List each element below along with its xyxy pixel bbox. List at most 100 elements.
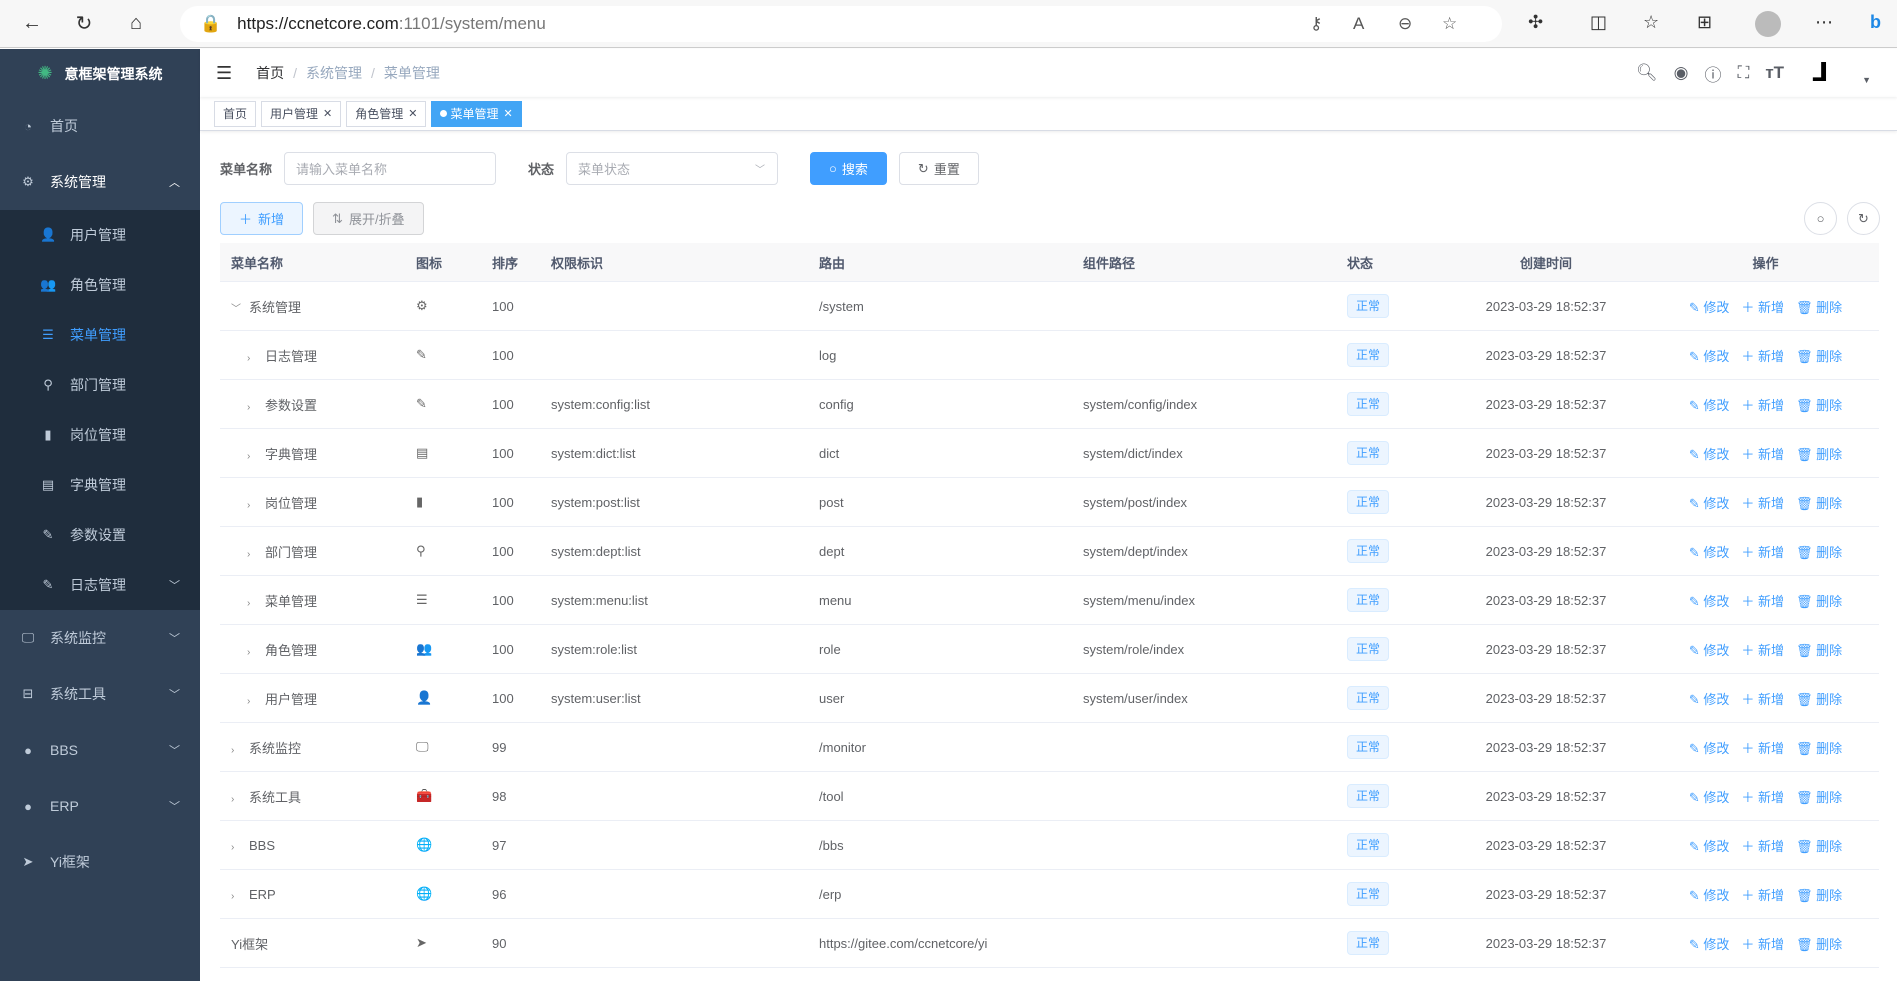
edit-button[interactable]: ✎ 修改 [1689, 888, 1730, 903]
sidebar-item-system[interactable]: ⚙ 系统管理 ︿ [0, 154, 200, 210]
add-child-button[interactable]: ＋ 新增 [1741, 447, 1784, 462]
tag-menu[interactable]: 菜单管理 ✕ [431, 100, 522, 127]
delete-button[interactable]: 🗑︎ 删除 [1796, 300, 1842, 315]
chevron-right-icon[interactable]: › [231, 890, 235, 902]
delete-button[interactable]: 🗑︎ 删除 [1796, 594, 1842, 609]
add-button[interactable]: ＋ 新增 [220, 202, 304, 235]
close-icon[interactable]: ✕ [408, 108, 418, 120]
close-icon[interactable]: ✕ [323, 108, 333, 120]
add-child-button[interactable]: ＋ 新增 [1741, 790, 1784, 805]
add-child-button[interactable]: ＋ 新增 [1741, 741, 1784, 756]
sidebar-logo[interactable]: ✺ 意框架管理系统 [0, 49, 200, 98]
edit-button[interactable]: ✎ 修改 [1689, 692, 1730, 707]
delete-button[interactable]: 🗑︎ 删除 [1796, 447, 1842, 462]
sidebar-item-config[interactable]: ✎ 参数设置 [0, 510, 200, 560]
edit-button[interactable]: ✎ 修改 [1689, 300, 1730, 315]
avatar[interactable]: ᒧ [1812, 57, 1829, 87]
search-icon[interactable]: 🔍︎ [1636, 63, 1658, 82]
edit-button[interactable]: ✎ 修改 [1689, 545, 1730, 560]
reset-button[interactable]: ↻ 重置 [898, 152, 979, 185]
edit-button[interactable]: ✎ 修改 [1689, 594, 1730, 609]
add-child-button[interactable]: ＋ 新增 [1741, 594, 1784, 609]
split-screen-icon[interactable]: ◫ [1590, 12, 1608, 32]
chevron-right-icon[interactable]: › [231, 744, 235, 756]
chevron-right-icon[interactable]: › [247, 597, 251, 609]
close-icon[interactable]: ✕ [503, 108, 513, 120]
chevron-right-icon[interactable]: › [231, 841, 235, 853]
tag-user[interactable]: 用户管理 ✕ [261, 100, 342, 127]
github-icon[interactable]: ◉ [1673, 63, 1689, 82]
favorites-icon[interactable]: ☆ [1643, 12, 1660, 32]
sidebar-item-erp[interactable]: ● ERP ﹀ [0, 778, 200, 834]
chevron-right-icon[interactable]: › [247, 499, 251, 511]
edit-button[interactable]: ✎ 修改 [1689, 349, 1730, 364]
add-child-button[interactable]: ＋ 新增 [1741, 398, 1784, 413]
sidebar-item-menu[interactable]: ☰ 菜单管理 [0, 310, 200, 360]
add-child-button[interactable]: ＋ 新增 [1741, 692, 1784, 707]
edit-button[interactable]: ✎ 修改 [1689, 643, 1730, 658]
add-child-button[interactable]: ＋ 新增 [1741, 349, 1784, 364]
delete-button[interactable]: 🗑︎ 删除 [1796, 643, 1842, 658]
edit-button[interactable]: ✎ 修改 [1689, 741, 1730, 756]
delete-button[interactable]: 🗑︎ 删除 [1796, 398, 1842, 413]
font-size-icon[interactable]: тT [1765, 63, 1785, 82]
chevron-right-icon[interactable]: › [247, 401, 251, 413]
hamburger-icon[interactable]: ☰ [216, 62, 233, 83]
refresh-table-button[interactable]: ↻ [1847, 202, 1880, 235]
sidebar-item-role[interactable]: 👥 角色管理 [0, 260, 200, 310]
sidebar-item-yi[interactable]: ➤ Yi框架 [0, 834, 200, 890]
sidebar-item-bbs[interactable]: ● BBS ﹀ [0, 722, 200, 778]
key-icon[interactable]: ⚷ [1310, 14, 1323, 33]
home-icon[interactable]: ⌂ [129, 12, 143, 34]
read-aloud-icon[interactable]: A [1353, 14, 1365, 33]
status-select[interactable]: 菜单状态 ﹀ [566, 152, 779, 185]
chevron-right-icon[interactable]: › [247, 646, 251, 658]
delete-button[interactable]: 🗑︎ 删除 [1796, 496, 1842, 511]
delete-button[interactable]: 🗑︎ 删除 [1796, 937, 1842, 952]
add-child-button[interactable]: ＋ 新增 [1741, 545, 1784, 560]
delete-button[interactable]: 🗑︎ 删除 [1796, 839, 1842, 854]
sidebar-item-dict[interactable]: ▤ 字典管理 [0, 460, 200, 510]
add-child-button[interactable]: ＋ 新增 [1741, 300, 1784, 315]
sidebar-item-log[interactable]: ✎ 日志管理 ﹀ [0, 560, 200, 610]
chevron-right-icon[interactable]: › [247, 450, 251, 462]
address-bar[interactable]: 🔒 https://ccnetcore.com:1101/system/menu… [180, 6, 1502, 42]
delete-button[interactable]: 🗑︎ 删除 [1796, 790, 1842, 805]
more-icon[interactable]: ⋯ [1815, 12, 1833, 32]
edit-button[interactable]: ✎ 修改 [1689, 790, 1730, 805]
extensions-icon[interactable]: ✣ [1528, 12, 1544, 32]
sidebar-item-monitor[interactable]: 🖵 系统监控 ﹀ [0, 610, 200, 666]
toggle-search-button[interactable]: ○ [1804, 202, 1837, 235]
chevron-down-icon[interactable]: ﹀ [231, 303, 241, 315]
zoom-out-icon[interactable]: ⊖ [1398, 14, 1413, 33]
edit-button[interactable]: ✎ 修改 [1689, 839, 1730, 854]
chevron-right-icon[interactable]: › [247, 352, 251, 364]
add-child-button[interactable]: ＋ 新增 [1741, 839, 1784, 854]
add-child-button[interactable]: ＋ 新增 [1741, 496, 1784, 511]
chevron-right-icon[interactable]: › [231, 793, 235, 805]
edit-button[interactable]: ✎ 修改 [1689, 447, 1730, 462]
search-button[interactable]: ○ 搜索 [810, 152, 887, 185]
profile-avatar[interactable] [1755, 11, 1781, 37]
favorite-add-icon[interactable]: ☆ [1442, 14, 1458, 33]
sidebar-item-tool[interactable]: ⊟ 系统工具 ﹀ [0, 666, 200, 722]
fullscreen-icon[interactable]: ⛶ [1737, 63, 1750, 82]
add-child-button[interactable]: ＋ 新增 [1741, 888, 1784, 903]
sidebar-item-post[interactable]: ▮ 岗位管理 [0, 410, 200, 460]
bing-icon[interactable]: b [1870, 12, 1881, 32]
edit-button[interactable]: ✎ 修改 [1689, 398, 1730, 413]
sidebar-item-dept[interactable]: ⚲ 部门管理 [0, 360, 200, 410]
delete-button[interactable]: 🗑︎ 删除 [1796, 349, 1842, 364]
chevron-right-icon[interactable]: › [247, 548, 251, 560]
expand-toggle-button[interactable]: ⇅ 展开/折叠 [313, 202, 424, 235]
breadcrumb-home[interactable]: 首页 [256, 65, 285, 81]
delete-button[interactable]: 🗑︎ 删除 [1796, 888, 1842, 903]
menu-name-input[interactable]: 请输入菜单名称 [284, 152, 497, 185]
refresh-icon[interactable]: ↻ [75, 13, 93, 35]
delete-button[interactable]: 🗑︎ 删除 [1796, 692, 1842, 707]
back-icon[interactable]: ← [22, 12, 42, 34]
sidebar-item-home[interactable]: ◔ 首页 [0, 98, 200, 154]
collections-icon[interactable]: ⊞ [1697, 12, 1713, 32]
tag-home[interactable]: 首页 [214, 100, 257, 127]
add-child-button[interactable]: ＋ 新增 [1741, 643, 1784, 658]
